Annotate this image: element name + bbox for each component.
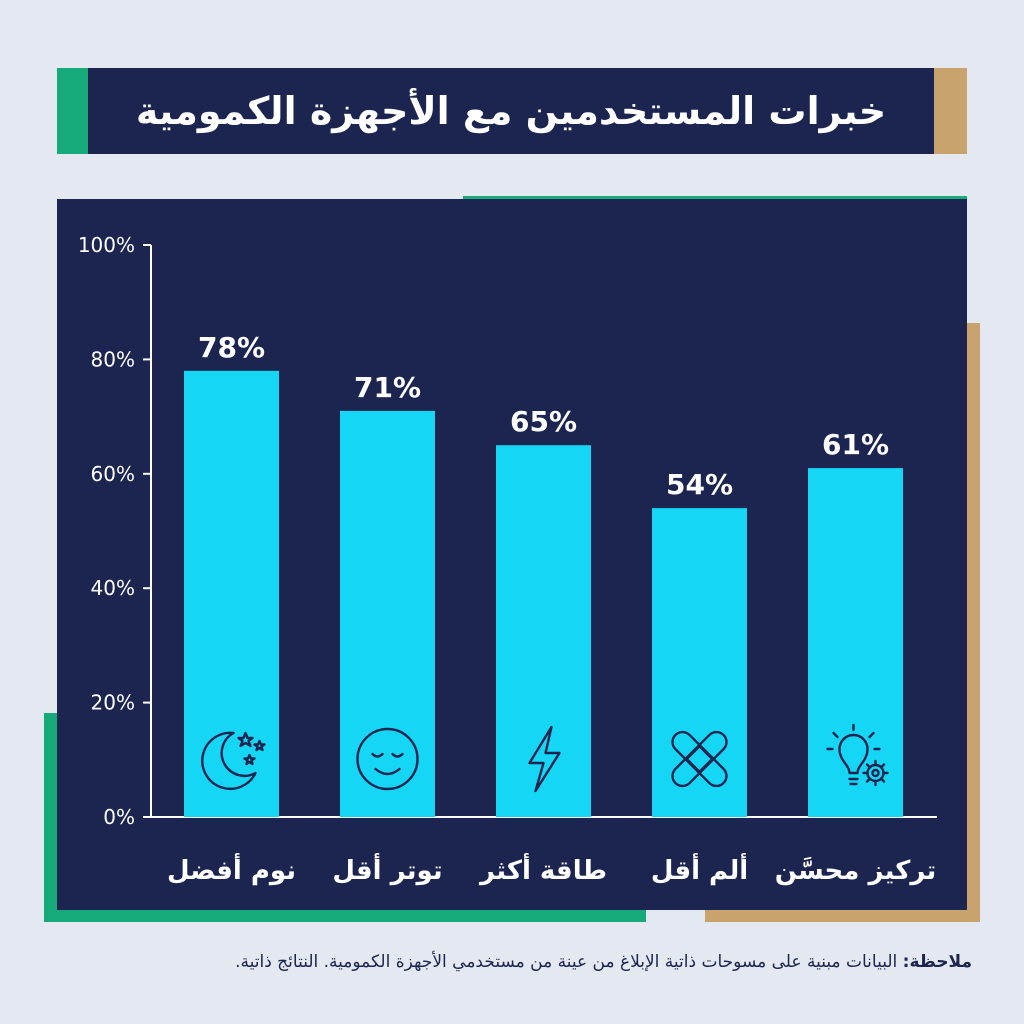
bar bbox=[340, 410, 435, 817]
y-tick-label: 60% bbox=[91, 462, 135, 486]
bar bbox=[652, 508, 747, 817]
title-accent-right bbox=[934, 68, 967, 154]
title-accent-left bbox=[57, 68, 88, 154]
bandage-icon bbox=[671, 730, 728, 788]
x-category-label: نوم أفضل bbox=[167, 853, 296, 886]
panel-accent-bottom-left bbox=[44, 908, 646, 922]
bulb-ray bbox=[868, 731, 875, 739]
bandage-pad bbox=[685, 745, 714, 773]
bar-value-label: 61% bbox=[822, 428, 889, 461]
gear-tooth bbox=[879, 763, 886, 769]
footnote-label: ملاحظة: bbox=[902, 952, 972, 972]
y-tick-label: 100% bbox=[78, 233, 135, 257]
x-category-label: طاقة أكثر bbox=[478, 853, 607, 886]
mouth-shape bbox=[374, 767, 401, 776]
chart-title: خبرات المستخدمين مع الأجهزة الكمومية bbox=[135, 89, 887, 133]
footnote-text: البيانات مبنية على مسوحات ذاتية الإبلاغ … bbox=[235, 952, 903, 972]
bar-value-label: 78% bbox=[198, 331, 265, 364]
y-tick-label: 80% bbox=[91, 347, 135, 371]
gear-hub bbox=[871, 768, 880, 778]
eye-shape bbox=[391, 752, 404, 758]
panel-accent-bottom-right bbox=[705, 908, 980, 922]
gear-tooth bbox=[879, 777, 886, 783]
moon-stars-icon bbox=[201, 731, 266, 791]
footnote: ملاحظة: البيانات مبنية على مسوحات ذاتية … bbox=[40, 952, 972, 972]
bulb-ray bbox=[832, 731, 839, 739]
bar-value-label: 65% bbox=[510, 405, 577, 438]
moon-shape bbox=[201, 731, 257, 791]
gear-tooth bbox=[865, 763, 872, 769]
lightbulb-gear-icon bbox=[826, 723, 889, 787]
eye-shape bbox=[371, 752, 384, 758]
star-shape bbox=[253, 739, 266, 752]
bar bbox=[496, 445, 591, 817]
bulb-shape bbox=[838, 733, 869, 775]
face-circle bbox=[356, 727, 419, 791]
bar bbox=[184, 370, 279, 817]
x-category-label: تركيز محسَّن bbox=[775, 856, 937, 886]
bar-chart: 0% 20% 40% 60% 80% 100% 78% نوم أفضل 71% توتر أقل… bbox=[78, 233, 937, 886]
y-tick-label: 20% bbox=[91, 691, 135, 715]
smiley-face-icon bbox=[356, 727, 419, 791]
bar bbox=[808, 468, 903, 817]
y-tick-label: 0% bbox=[103, 805, 135, 829]
bolt-shape bbox=[528, 725, 561, 793]
star-shape bbox=[237, 731, 254, 748]
title-bar: خبرات المستخدمين مع الأجهزة الكمومية bbox=[88, 68, 934, 154]
star-shape bbox=[243, 753, 256, 766]
y-tick-label: 40% bbox=[91, 576, 135, 600]
x-category-label: توتر أقل bbox=[332, 853, 442, 886]
bar-value-label: 71% bbox=[354, 371, 421, 404]
chart-panel: 0% 20% 40% 60% 80% 100% 78% نوم أفضل 71% توتر أقل… bbox=[57, 199, 967, 910]
x-category-label: ألم أقل bbox=[651, 853, 748, 886]
lightning-bolt-icon bbox=[528, 725, 561, 793]
bar-value-label: 54% bbox=[666, 468, 733, 501]
gear-tooth bbox=[865, 777, 872, 783]
